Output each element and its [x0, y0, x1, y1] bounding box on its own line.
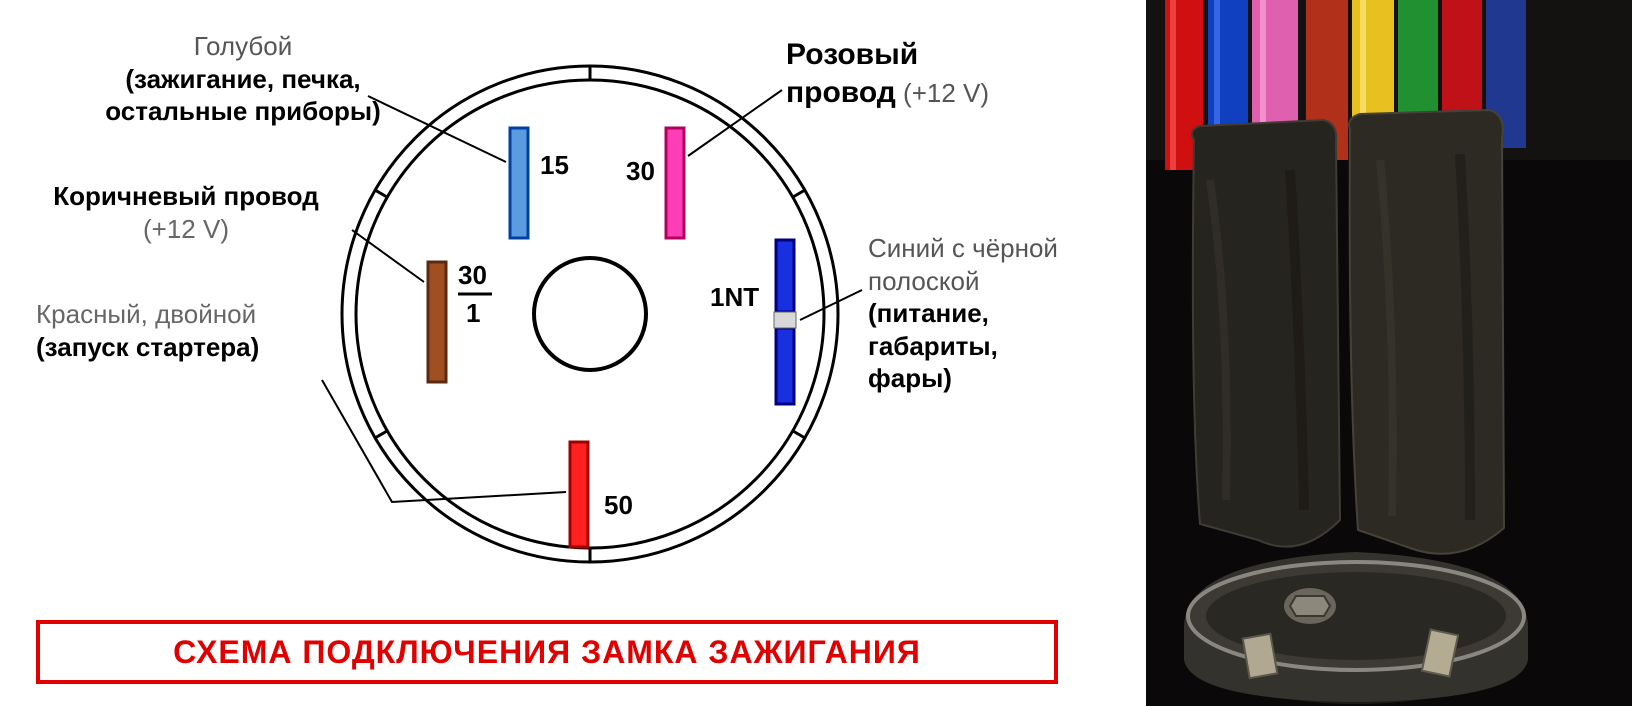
callout-pink-line2: провод: [786, 76, 896, 109]
pin-label-30-1-bot: 1: [466, 298, 480, 329]
callout-blue-stripe: Синий с чёрной полоской (питание, габари…: [868, 232, 1058, 395]
callout-blue: Голубой (зажигание, печка, остальные при…: [88, 30, 398, 128]
callout-1nt-line2: полоской: [868, 265, 1058, 298]
callout-1nt-line5: фары): [868, 362, 1058, 395]
callout-blue-line3: остальные приборы): [88, 95, 398, 128]
callout-red-line1: Красный, двойной: [36, 298, 336, 331]
callout-pink: Розовый провод (+12 V): [786, 36, 989, 111]
callout-brown: Коричневый провод (+12 V): [16, 180, 356, 245]
pin-label-50: 50: [604, 490, 633, 521]
pin-label-1nt: 1NT: [710, 282, 759, 313]
callout-brown-line2: (+12 V): [16, 213, 356, 246]
callout-blue-line2: (зажигание, печка,: [88, 63, 398, 96]
callout-pink-line1: Розовый: [786, 38, 918, 71]
callout-pink-suffix: (+12 V): [903, 78, 989, 108]
callout-1nt-line1: Синий с чёрной: [868, 232, 1058, 265]
connector-photo: [1146, 0, 1632, 706]
pin-label-15: 15: [540, 150, 569, 181]
callout-1nt-line3: (питание,: [868, 297, 1058, 330]
callout-red-line2: (запуск стартера): [36, 331, 336, 364]
callout-brown-line1: Коричневый провод: [16, 180, 356, 213]
wiring-diagram: 15 30 1NT 30 1 50 Голубой (зажигание, пе…: [0, 0, 1146, 706]
pin-label-30: 30: [626, 156, 655, 187]
diagram-title: СХЕМА ПОДКЛЮЧЕНИЯ ЗАМКА ЗАЖИГАНИЯ: [173, 634, 921, 671]
callout-1nt-line4: габариты,: [868, 330, 1058, 363]
diagram-title-box: СХЕМА ПОДКЛЮЧЕНИЯ ЗАМКА ЗАЖИГАНИЯ: [36, 620, 1058, 684]
callout-blue-line1: Голубой: [88, 30, 398, 63]
callout-red: Красный, двойной (запуск стартера): [36, 298, 336, 363]
pin-label-30-1-top: 30: [458, 260, 487, 291]
